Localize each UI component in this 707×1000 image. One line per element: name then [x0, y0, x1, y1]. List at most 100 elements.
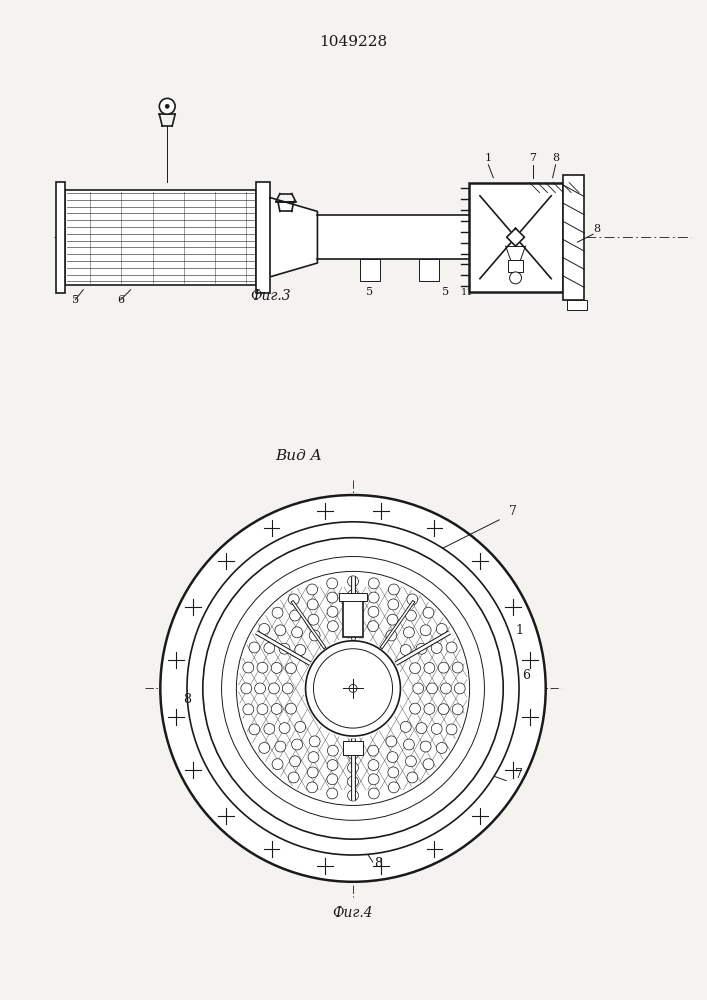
- Circle shape: [420, 625, 431, 636]
- Circle shape: [327, 760, 338, 771]
- Circle shape: [438, 704, 449, 715]
- Circle shape: [368, 578, 379, 589]
- Text: 7: 7: [509, 505, 517, 518]
- Circle shape: [269, 683, 279, 694]
- Text: 5: 5: [71, 295, 79, 305]
- Circle shape: [286, 703, 296, 714]
- Circle shape: [264, 723, 275, 734]
- Circle shape: [257, 704, 268, 715]
- Circle shape: [348, 790, 358, 801]
- Bar: [563, 175, 584, 300]
- Circle shape: [424, 703, 435, 714]
- Circle shape: [295, 721, 305, 732]
- Circle shape: [348, 748, 358, 759]
- Circle shape: [264, 643, 275, 653]
- Circle shape: [409, 663, 421, 674]
- Bar: [56, 182, 66, 293]
- Circle shape: [308, 767, 318, 778]
- Circle shape: [241, 683, 252, 694]
- Circle shape: [387, 614, 398, 625]
- Circle shape: [255, 683, 266, 694]
- Text: 6: 6: [522, 669, 530, 682]
- Circle shape: [426, 683, 438, 694]
- Circle shape: [348, 776, 358, 787]
- Circle shape: [388, 584, 399, 595]
- Circle shape: [423, 607, 434, 618]
- Circle shape: [400, 644, 411, 655]
- Circle shape: [431, 723, 442, 734]
- Circle shape: [420, 741, 431, 752]
- Circle shape: [388, 599, 399, 610]
- Circle shape: [368, 621, 378, 632]
- Circle shape: [308, 599, 318, 610]
- Circle shape: [160, 495, 546, 882]
- Circle shape: [282, 683, 293, 694]
- Circle shape: [368, 592, 379, 603]
- Text: 8: 8: [374, 857, 382, 870]
- Circle shape: [407, 772, 418, 783]
- Circle shape: [348, 590, 358, 601]
- Text: 7: 7: [530, 153, 537, 163]
- Circle shape: [510, 272, 522, 284]
- Circle shape: [272, 759, 283, 770]
- Circle shape: [271, 662, 282, 673]
- Circle shape: [327, 788, 338, 799]
- Circle shape: [368, 760, 379, 771]
- Circle shape: [431, 643, 442, 653]
- Polygon shape: [270, 198, 317, 277]
- Circle shape: [416, 723, 427, 734]
- Circle shape: [259, 742, 269, 753]
- Circle shape: [368, 606, 379, 617]
- Text: 5: 5: [366, 287, 373, 297]
- Text: 1049228: 1049228: [319, 35, 387, 49]
- Bar: [508, 260, 523, 272]
- Text: 11: 11: [461, 288, 473, 297]
- Circle shape: [292, 627, 303, 638]
- Circle shape: [327, 578, 338, 589]
- Circle shape: [407, 594, 418, 605]
- Circle shape: [279, 723, 290, 734]
- Circle shape: [309, 736, 320, 747]
- Text: 8: 8: [183, 693, 191, 706]
- Circle shape: [424, 662, 435, 673]
- Circle shape: [203, 538, 503, 839]
- Circle shape: [348, 618, 358, 628]
- Circle shape: [165, 104, 169, 108]
- Circle shape: [286, 663, 296, 674]
- Circle shape: [307, 584, 317, 595]
- Circle shape: [368, 745, 378, 756]
- Circle shape: [327, 621, 338, 632]
- Circle shape: [452, 704, 463, 715]
- Circle shape: [290, 610, 300, 621]
- Bar: [339, 593, 367, 601]
- Bar: [419, 259, 439, 281]
- Text: Вид A: Вид A: [275, 449, 322, 463]
- Circle shape: [368, 774, 379, 785]
- Bar: [360, 259, 380, 281]
- Text: 5: 5: [443, 287, 450, 297]
- Circle shape: [438, 662, 449, 673]
- Circle shape: [406, 610, 416, 621]
- Circle shape: [409, 703, 421, 714]
- Circle shape: [243, 662, 254, 673]
- Circle shape: [307, 782, 317, 793]
- Circle shape: [243, 704, 254, 715]
- Circle shape: [386, 736, 397, 747]
- Circle shape: [446, 642, 457, 653]
- Circle shape: [413, 683, 423, 694]
- Circle shape: [404, 739, 414, 750]
- Circle shape: [406, 756, 416, 767]
- Text: 8: 8: [552, 153, 559, 163]
- Circle shape: [327, 745, 338, 756]
- Circle shape: [446, 724, 457, 735]
- Circle shape: [349, 684, 357, 692]
- Circle shape: [275, 741, 286, 752]
- Circle shape: [436, 742, 448, 753]
- Circle shape: [348, 604, 358, 615]
- Circle shape: [455, 683, 465, 694]
- Circle shape: [279, 643, 290, 654]
- Polygon shape: [507, 228, 525, 246]
- Circle shape: [327, 774, 338, 785]
- Circle shape: [387, 752, 398, 763]
- Circle shape: [309, 630, 320, 641]
